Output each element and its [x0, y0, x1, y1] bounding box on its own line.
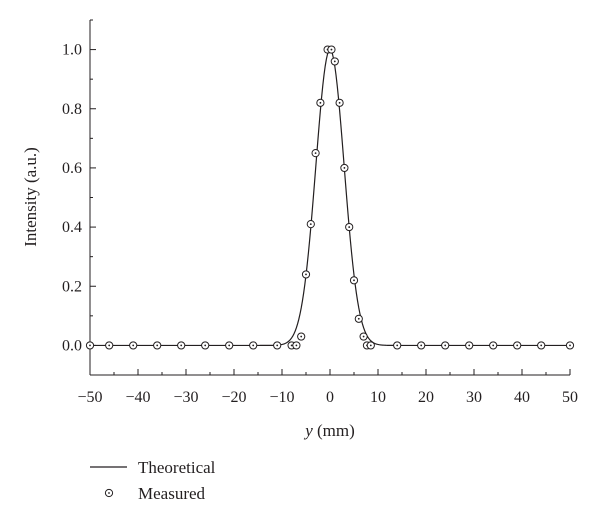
x-tick-label: 10 — [370, 389, 386, 406]
measured-point-dot — [89, 344, 91, 347]
measured-point — [417, 341, 426, 350]
y-tick-label: 1.0 — [62, 42, 82, 59]
legend-measured-swatch — [104, 488, 114, 498]
y-tick-label: 0.8 — [62, 101, 82, 118]
measured-point-dot — [204, 344, 207, 347]
y-tick-label: 0.0 — [62, 337, 82, 354]
measured-point — [327, 45, 336, 54]
x-tick-label: 0 — [326, 389, 334, 406]
x-tick-label: 40 — [514, 389, 530, 406]
theoretical-curve — [90, 48, 570, 347]
x-tick-label: −10 — [269, 389, 294, 406]
measured-point-dot — [333, 60, 336, 63]
measured-point-dot — [156, 344, 159, 347]
measured-point-dot — [348, 226, 351, 228]
measured-point — [85, 341, 95, 350]
measured-point — [311, 149, 320, 158]
measured-point-dot — [295, 344, 298, 347]
measured-point — [153, 341, 162, 350]
measured-point-dot — [468, 344, 471, 347]
measured-point — [441, 341, 450, 350]
measured-point — [306, 220, 315, 229]
measured-point — [316, 98, 325, 107]
measured-point-dot — [516, 344, 519, 347]
measured-point-dot — [396, 344, 399, 347]
measured-point-dot — [353, 279, 355, 282]
y-axis-ticks: 0.0 0.2 0.4 0.6 0.8 1.0 — [62, 19, 96, 376]
measured-point — [335, 98, 344, 107]
measured-point-dot — [330, 48, 333, 51]
measured-point-dot — [132, 344, 135, 347]
measured-point — [105, 341, 114, 350]
measured-point-dot — [444, 344, 447, 347]
measured-point — [366, 341, 375, 350]
y-tick-label: 0.4 — [62, 219, 82, 236]
measured-point-dot — [420, 344, 423, 347]
measured-point — [273, 341, 282, 350]
measured-point — [225, 341, 234, 350]
measured-point — [465, 341, 474, 350]
measured-point-dot — [369, 344, 372, 347]
measured-point — [393, 341, 402, 350]
legend: Theoretical Measured — [90, 458, 216, 503]
measured-point — [354, 314, 363, 323]
x-axis-title-variable: y — [303, 421, 313, 440]
measured-point — [249, 341, 258, 350]
x-axis-ticks: −50 −40 −30 −20 −10 0 10 20 30 40 50 — [77, 369, 578, 406]
measured-point-dot — [252, 344, 255, 347]
measured-point-dot — [492, 344, 495, 347]
x-tick-label: 30 — [466, 389, 482, 406]
measured-point-dot — [228, 344, 231, 347]
measured-point — [345, 222, 354, 232]
legend-measured-swatch-dot — [108, 492, 110, 494]
measured-markers — [85, 45, 575, 350]
measured-point — [513, 341, 522, 350]
measured-point — [340, 163, 349, 173]
measured-point-dot — [362, 335, 365, 338]
measured-point-dot — [309, 223, 312, 226]
measured-point — [297, 332, 306, 341]
measured-point — [201, 341, 210, 350]
x-axis-title: y (mm) — [303, 421, 355, 440]
x-tick-label: −50 — [77, 389, 102, 406]
measured-point-dot — [338, 101, 341, 104]
measured-point-dot — [343, 167, 346, 169]
measured-point — [537, 341, 546, 350]
measured-point — [177, 341, 186, 350]
measured-point-dot — [314, 152, 317, 155]
x-tick-label: 20 — [418, 389, 434, 406]
measured-point-dot — [540, 344, 543, 347]
measured-point — [359, 332, 368, 341]
measured-point-dot — [319, 101, 322, 104]
x-tick-label: 50 — [562, 389, 578, 406]
measured-point — [565, 341, 575, 350]
measured-point-dot — [300, 335, 303, 338]
measured-point — [129, 341, 138, 350]
measured-point-dot — [357, 317, 360, 320]
measured-point — [292, 341, 301, 350]
y-axis-title: Intensity (a.u.) — [21, 147, 40, 247]
measured-point-dot — [276, 344, 279, 347]
x-tick-label: −20 — [221, 389, 246, 406]
measured-point-dot — [290, 344, 293, 347]
measured-point-dot — [569, 344, 571, 347]
x-axis-title-unit: (mm) — [313, 421, 355, 440]
y-tick-label: 0.2 — [62, 278, 82, 295]
measured-point — [489, 341, 498, 350]
measured-point — [349, 276, 359, 285]
legend-theoretical-label: Theoretical — [138, 458, 216, 477]
x-tick-label: −30 — [173, 389, 198, 406]
y-tick-label: 0.6 — [62, 160, 82, 177]
measured-point — [301, 270, 311, 279]
measured-point-dot — [108, 344, 111, 347]
measured-point-dot — [180, 344, 183, 347]
plot-area: 0.0 0.2 0.4 0.6 0.8 1.0 −50 −40 −30 −20 −10 0 10 20 3… — [62, 19, 578, 406]
measured-point-dot — [305, 273, 307, 276]
x-tick-label: −40 — [125, 389, 150, 406]
measured-point — [330, 57, 339, 66]
legend-measured-label: Measured — [138, 484, 206, 503]
